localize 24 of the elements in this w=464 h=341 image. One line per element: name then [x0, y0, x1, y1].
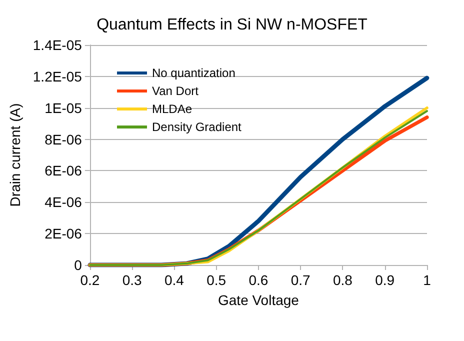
legend-label: Van Dort: [152, 84, 200, 98]
x-tick-label: 0.7: [290, 272, 311, 288]
y-tick-label: 1.2E-05: [32, 68, 82, 84]
x-tick-label: 0.5: [206, 272, 226, 288]
y-axis-title: Drain current (A): [7, 103, 23, 207]
x-tick-label: 0.4: [164, 272, 184, 288]
x-tick-label: 0.6: [248, 272, 268, 288]
y-tick-label: 2E-06: [44, 226, 82, 242]
x-tick-label: 0.8: [333, 272, 353, 288]
y-tick-label: 1E-05: [44, 100, 82, 116]
chart-title: Quantum Effects in Si NW n-MOSFET: [96, 16, 368, 34]
y-tick-label: 1.4E-05: [32, 37, 82, 53]
y-tick-label: 6E-06: [44, 162, 82, 179]
x-tick-label: 1: [423, 272, 432, 288]
x-tick-label: 0.3: [122, 272, 142, 288]
y-tick-label: 0: [74, 257, 82, 273]
y-tick-label: 4E-06: [44, 194, 82, 210]
legend-label: MLDAe: [152, 102, 192, 116]
x-axis-title: Gate Voltage: [218, 292, 300, 308]
x-tick-label: 0.9: [375, 272, 395, 288]
y-tick-label: 8E-06: [44, 131, 82, 148]
legend-label: No quantization: [152, 66, 236, 80]
x-tick-label: 0.2: [80, 272, 100, 288]
legend-label: Density Gradient: [152, 120, 242, 134]
